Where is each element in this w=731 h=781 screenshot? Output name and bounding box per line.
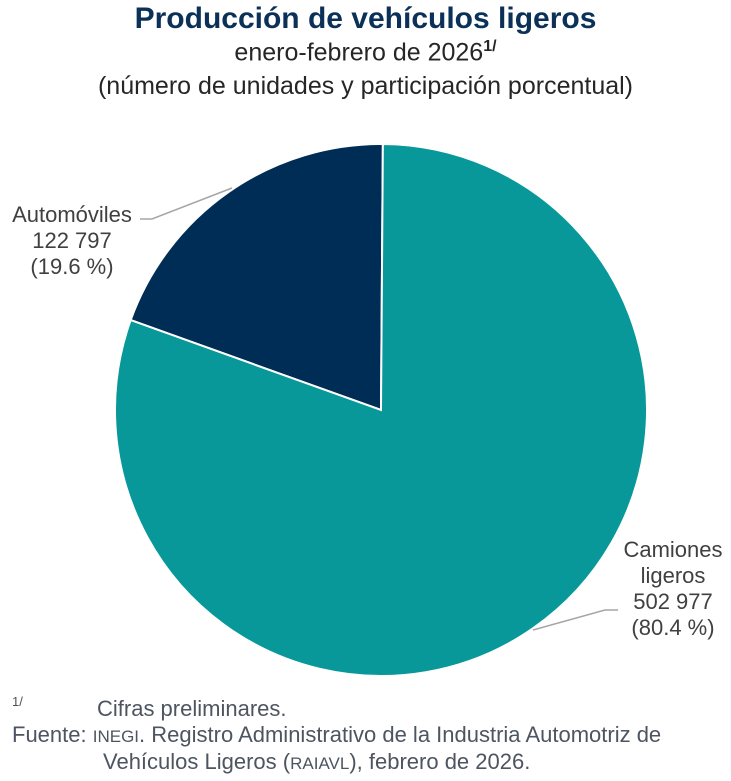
chart-subtitle: enero-febrero de 20261/ [0,38,731,67]
source-line-1: Fuente: INEGI. Registro Administrativo d… [12,722,661,748]
label-name: Camiones ligeros [623,537,723,588]
footnote-mark: 1/ [12,694,23,709]
label-name: Automóviles [12,202,132,227]
source-line-2: Vehículos Ligeros (RAIAVL), febrero de 2… [103,749,530,775]
label-value: 122 797 [32,228,112,253]
subtitle-text: enero-febrero de 2026 [234,38,484,67]
source-text-2: Vehículos Ligeros ( [103,749,291,774]
label-camiones: Camiones ligeros 502 977 (80.4 %) [615,537,731,641]
subtitle-note: 1/ [483,38,497,55]
source-text: . Registro Administrativo de la Industri… [139,722,662,747]
pie-slice-camiones [114,142,648,677]
source-org: INEGI [92,727,140,746]
leader-line-camiones [532,609,618,631]
footnote-text: Cifras preliminares. [97,696,287,721]
pie-slice-automoviles [129,143,384,412]
chart-title: Producción de vehículos ligeros [134,2,597,35]
source-text-3: ), febrero de 2026. [349,749,531,774]
source-abbr: RAIAVL [290,754,350,773]
label-percent: (80.4 %) [631,615,715,640]
units-note: (número de unidades y participación porc… [97,72,634,100]
label-value: 502 977 [633,589,713,614]
label-automoviles: Automóviles 122 797 (19.6 %) [0,202,144,280]
label-percent: (19.6 %) [30,254,114,279]
source-label: Fuente: [12,722,87,747]
leader-line-automoviles [140,187,233,220]
